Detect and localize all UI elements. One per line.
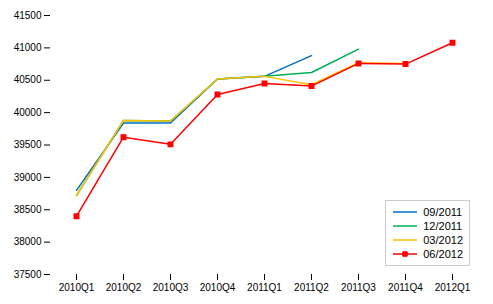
- svg-text:2011Q3: 2011Q3: [341, 282, 376, 293]
- html-text:12/2011: 12/2011: [423, 220, 463, 232]
- svg-text:2010Q4: 2010Q4: [200, 282, 236, 293]
- svg-text:2010Q3: 2010Q3: [153, 282, 189, 293]
- html-text:03/2012: 03/2012: [423, 234, 463, 246]
- svg-text:2010Q1: 2010Q1: [59, 282, 95, 293]
- svg-text:40500: 40500: [14, 74, 42, 85]
- html-text:09/2011: 09/2011: [423, 206, 463, 218]
- svg-text:41500: 41500: [14, 10, 42, 21]
- svg-text:37500: 37500: [14, 269, 42, 280]
- svg-text:2011Q1: 2011Q1: [247, 282, 282, 293]
- svg-text:39500: 39500: [14, 139, 42, 150]
- svg-text:38000: 38000: [14, 236, 42, 247]
- svg-text:2012Q1: 2012Q1: [435, 282, 471, 293]
- svg-text:2011Q4: 2011Q4: [388, 282, 423, 293]
- svg-text:41000: 41000: [14, 42, 42, 53]
- svg-text:39000: 39000: [14, 172, 42, 183]
- html-text:06/2012: 06/2012: [423, 248, 463, 260]
- svg-text:2011Q2: 2011Q2: [294, 282, 329, 293]
- svg-text:40000: 40000: [14, 107, 42, 118]
- svg-text:2010Q2: 2010Q2: [106, 282, 142, 293]
- svg-text:38500: 38500: [14, 204, 42, 215]
